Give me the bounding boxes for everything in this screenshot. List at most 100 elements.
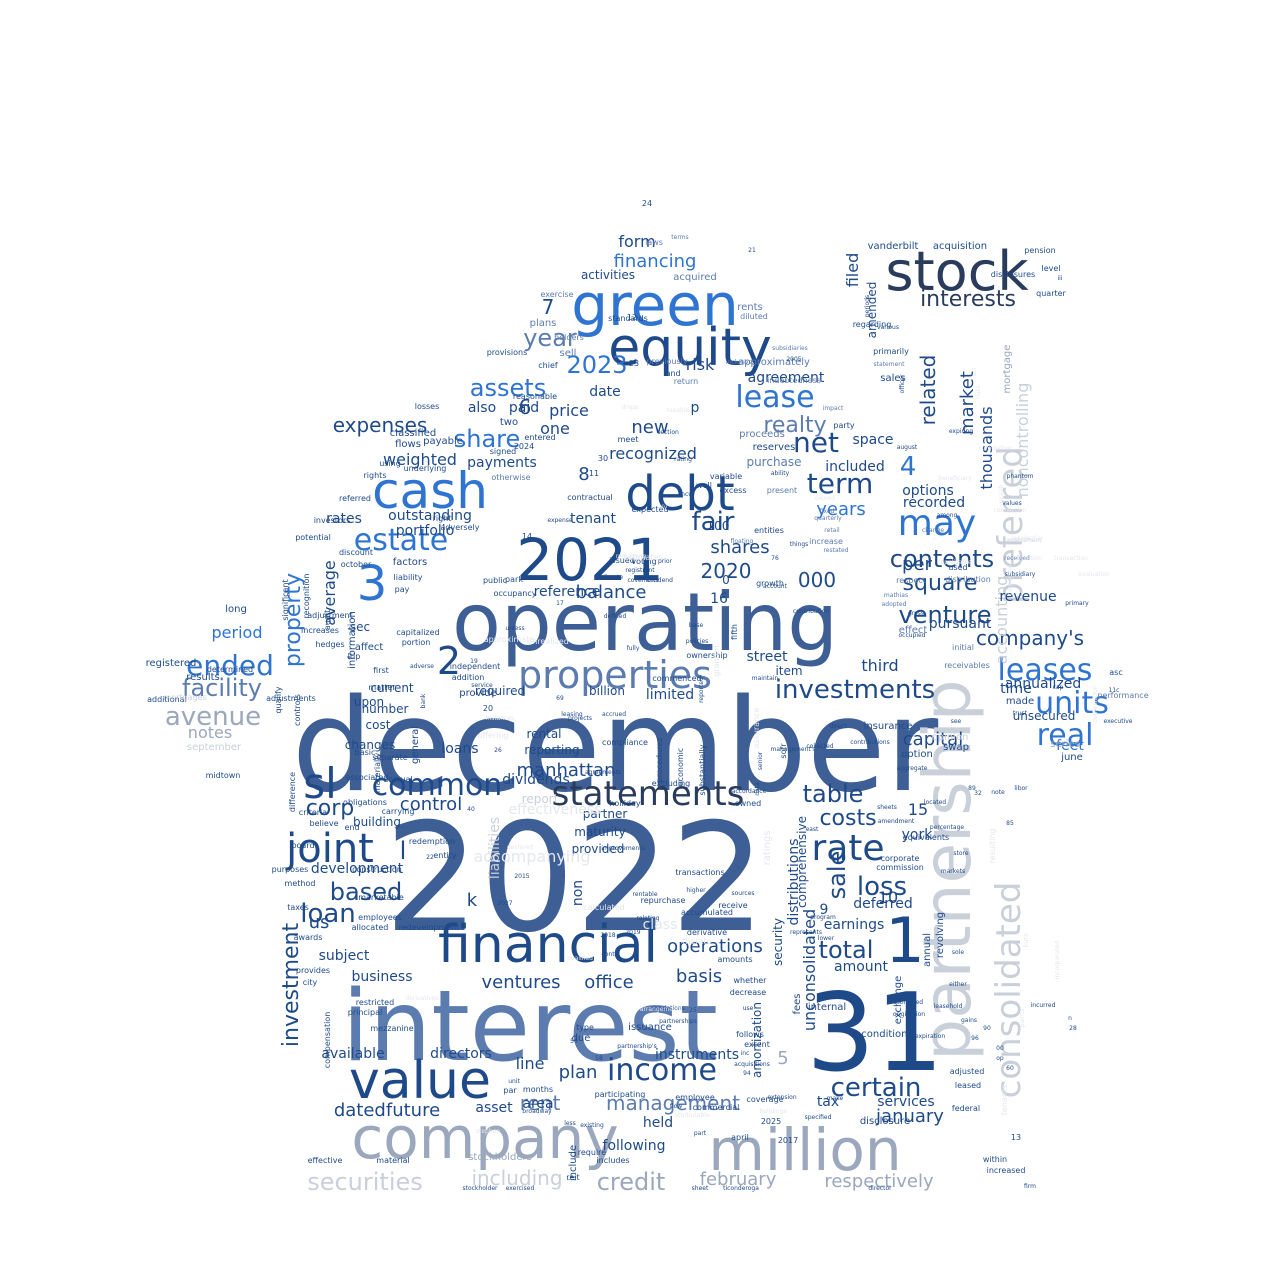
- cloud-word: collected: [806, 743, 833, 750]
- cloud-word: corporation: [1007, 561, 1014, 596]
- cloud-word: financing: [614, 251, 697, 272]
- cloud-word: matter: [368, 683, 396, 692]
- cloud-word: land: [663, 369, 680, 378]
- cloud-word: 11c: [1109, 687, 1120, 694]
- cloud-word: higher: [686, 887, 706, 894]
- cloud-word: independent: [450, 662, 501, 671]
- cloud-word: depreciation: [1092, 685, 1099, 723]
- cloud-word: direct: [829, 723, 847, 730]
- cloud-word: redevelopment: [399, 923, 460, 932]
- cloud-word: derivatives: [405, 995, 438, 1002]
- cloud-word: 89: [968, 785, 976, 792]
- cloud-word: redemption: [409, 837, 455, 846]
- cloud-word: change: [922, 527, 944, 534]
- cloud-word: covenants: [628, 577, 659, 584]
- cloud-word: 2025: [761, 1117, 781, 1126]
- cloud-word: park: [505, 575, 523, 584]
- cloud-word: partnership's: [617, 1043, 656, 1050]
- cloud-word: recorded: [903, 495, 965, 511]
- cloud-word: extent: [744, 1040, 770, 1049]
- cloud-word: addition: [452, 673, 485, 682]
- cloud-word: rate: [811, 828, 884, 869]
- cloud-word: data: [754, 782, 761, 796]
- cloud-word: 24: [642, 199, 652, 208]
- cloud-word: separate: [372, 753, 407, 762]
- cloud-word: interest: [342, 970, 718, 1084]
- cloud-word: transactions: [675, 868, 724, 877]
- cloud-word: economic: [676, 748, 685, 787]
- cloud-word: par: [503, 1086, 517, 1095]
- cloud-word: disclosure: [860, 1116, 910, 1127]
- cloud-word: 00: [996, 1045, 1004, 1052]
- cloud-word: adjustments: [266, 694, 316, 703]
- cloud-word: payments: [467, 455, 537, 471]
- cloud-word: tenant: [570, 511, 616, 527]
- cloud-word: adversely: [441, 523, 480, 532]
- cloud-word: ltip: [348, 652, 361, 661]
- cloud-word: months: [523, 1085, 553, 1094]
- cloud-word: plan: [559, 1062, 598, 1083]
- cloud-word: 2021: [516, 526, 664, 594]
- cloud-word: june: [1060, 752, 1083, 763]
- cloud-word: act: [971, 367, 978, 377]
- cloud-word: management: [606, 1091, 740, 1115]
- cloud-word: 11: [589, 469, 599, 478]
- cloud-word: first: [373, 666, 389, 675]
- cloud-word: options: [902, 483, 954, 499]
- cloud-word: commercial: [693, 1103, 740, 1112]
- cloud-word: incurred: [1031, 1002, 1056, 1009]
- cloud-word: ended: [186, 649, 274, 682]
- cloud-word: expiration: [915, 1033, 945, 1040]
- cloud-word: properties: [518, 653, 712, 697]
- cloud-word: capital: [903, 729, 963, 750]
- cloud-word: holliday: [609, 799, 641, 808]
- cloud-word: deferred: [853, 896, 913, 912]
- cloud-word: various: [877, 324, 899, 331]
- cloud-word: dividends: [502, 772, 570, 788]
- cloud-word: us: [309, 912, 330, 933]
- cloud-word: portfolio: [396, 523, 455, 539]
- cloud-word: markets: [941, 868, 965, 875]
- cloud-word: august: [897, 444, 918, 451]
- cloud-word: 13: [1011, 1133, 1021, 1142]
- cloud-word: september: [187, 742, 242, 753]
- cloud-word: rental: [526, 727, 561, 741]
- cloud-word: april: [731, 1133, 749, 1142]
- cloud-word: respect: [896, 576, 926, 585]
- cloud-word: determined: [207, 665, 253, 674]
- cloud-word: material: [376, 1156, 409, 1165]
- cloud-word: non: [570, 880, 586, 906]
- cloud-word: recognition: [302, 573, 311, 618]
- cloud-word: percentage: [930, 824, 964, 831]
- cloud-word: p: [691, 400, 700, 416]
- cloud-word: instances: [486, 715, 515, 722]
- cloud-word: sources: [731, 890, 754, 897]
- cloud-word: policies: [686, 638, 709, 645]
- cloud-word: employee: [675, 1093, 715, 1102]
- cloud-word: million: [708, 1116, 901, 1184]
- cloud-word: sl: [303, 759, 337, 808]
- cloud-word: datedfuture: [334, 1100, 440, 1121]
- cloud-word: dividend: [647, 577, 673, 584]
- cloud-word: right: [433, 514, 452, 523]
- cloud-word: ownership: [686, 651, 727, 660]
- cloud-word: share: [454, 425, 521, 453]
- cloud-word: expense: [547, 517, 573, 524]
- cloud-word: acquisitions: [734, 1061, 770, 1068]
- cloud-word: potential: [295, 533, 331, 542]
- cloud-word: manhattan: [517, 760, 616, 781]
- cloud-word: base: [689, 622, 704, 629]
- cloud-word: executive: [1103, 718, 1132, 725]
- cloud-word: acquired: [673, 272, 716, 283]
- cloud-word: standards: [608, 314, 648, 323]
- cloud-word: avenue: [165, 702, 261, 732]
- cloud-word: activities: [581, 268, 635, 282]
- cloud-word: 17: [556, 600, 564, 607]
- cloud-word: registrant: [625, 567, 655, 574]
- cloud-word: performance: [1097, 691, 1148, 700]
- cloud-word: current: [370, 681, 414, 695]
- cloud-word: prior: [658, 558, 673, 565]
- cloud-word: lease: [735, 380, 814, 415]
- cloud-word: common: [372, 768, 503, 803]
